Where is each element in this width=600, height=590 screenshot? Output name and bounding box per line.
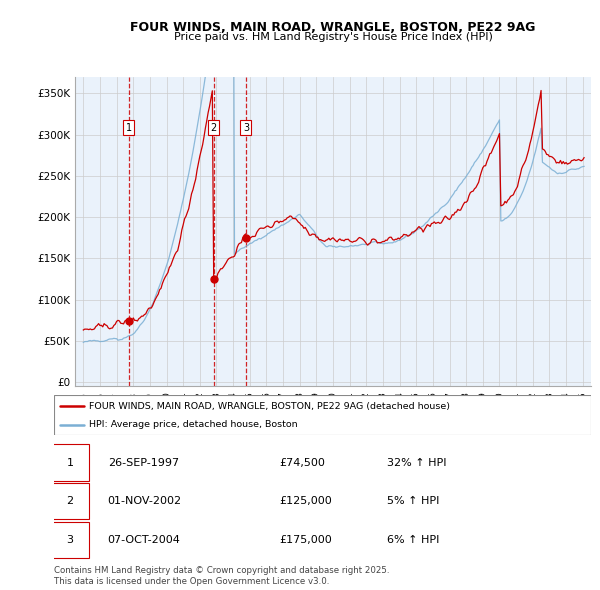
Text: 2: 2: [211, 123, 217, 133]
Text: 32% ↑ HPI: 32% ↑ HPI: [387, 457, 446, 467]
Text: FOUR WINDS, MAIN ROAD, WRANGLE, BOSTON, PE22 9AG: FOUR WINDS, MAIN ROAD, WRANGLE, BOSTON, …: [130, 21, 536, 34]
Text: Contains HM Land Registry data © Crown copyright and database right 2025.: Contains HM Land Registry data © Crown c…: [54, 566, 389, 575]
Text: 5% ↑ HPI: 5% ↑ HPI: [387, 496, 439, 506]
Text: 01-NOV-2002: 01-NOV-2002: [108, 496, 182, 506]
Text: 07-OCT-2004: 07-OCT-2004: [108, 535, 181, 545]
Text: £74,500: £74,500: [280, 457, 325, 467]
Text: Price paid vs. HM Land Registry's House Price Index (HPI): Price paid vs. HM Land Registry's House …: [173, 32, 493, 42]
FancyBboxPatch shape: [52, 483, 89, 519]
Text: FOUR WINDS, MAIN ROAD, WRANGLE, BOSTON, PE22 9AG (detached house): FOUR WINDS, MAIN ROAD, WRANGLE, BOSTON, …: [89, 402, 450, 411]
Text: This data is licensed under the Open Government Licence v3.0.: This data is licensed under the Open Gov…: [54, 577, 329, 586]
Text: £175,000: £175,000: [280, 535, 332, 545]
Text: 6% ↑ HPI: 6% ↑ HPI: [387, 535, 439, 545]
Text: 1: 1: [67, 457, 74, 467]
Text: 3: 3: [67, 535, 74, 545]
Text: £125,000: £125,000: [280, 496, 332, 506]
FancyBboxPatch shape: [52, 444, 89, 481]
Text: 3: 3: [243, 123, 249, 133]
FancyBboxPatch shape: [52, 522, 89, 558]
Text: 2: 2: [67, 496, 74, 506]
Text: 26-SEP-1997: 26-SEP-1997: [108, 457, 179, 467]
Text: HPI: Average price, detached house, Boston: HPI: Average price, detached house, Bost…: [89, 420, 298, 429]
Text: 1: 1: [126, 123, 132, 133]
